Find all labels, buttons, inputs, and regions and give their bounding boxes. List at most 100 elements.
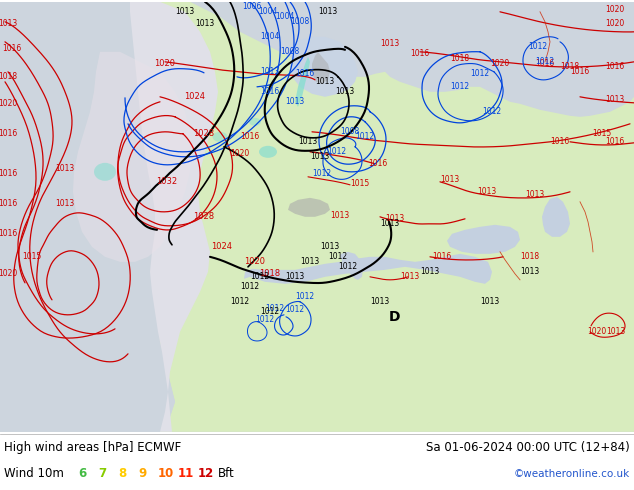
Text: ©weatheronline.co.uk: ©weatheronline.co.uk — [514, 469, 630, 479]
Text: 1016: 1016 — [0, 170, 18, 178]
Text: 1020: 1020 — [587, 327, 607, 336]
Text: 1020: 1020 — [0, 99, 18, 108]
Text: 1013: 1013 — [380, 220, 399, 228]
Polygon shape — [542, 197, 570, 237]
Text: 1016: 1016 — [571, 67, 590, 76]
Text: 1016: 1016 — [432, 252, 451, 261]
Text: 1006: 1006 — [242, 2, 262, 11]
Text: 1020: 1020 — [0, 270, 18, 278]
Text: 1013: 1013 — [605, 96, 624, 104]
Text: 1016: 1016 — [240, 132, 260, 141]
Text: 1013: 1013 — [318, 7, 338, 16]
Text: 1020: 1020 — [605, 19, 624, 28]
Text: 1012: 1012 — [285, 305, 304, 314]
Text: 1012: 1012 — [470, 69, 489, 78]
Text: 1012: 1012 — [250, 272, 269, 281]
Text: 1016: 1016 — [0, 199, 18, 208]
Polygon shape — [447, 225, 520, 254]
Text: 1016: 1016 — [605, 62, 624, 72]
Text: 9: 9 — [138, 467, 146, 480]
Text: 12: 12 — [198, 467, 214, 480]
Text: 1013: 1013 — [301, 257, 320, 267]
Text: 1004: 1004 — [275, 12, 295, 22]
Polygon shape — [0, 2, 175, 432]
Text: 1013: 1013 — [176, 7, 195, 16]
Text: 1013: 1013 — [311, 152, 330, 161]
Text: 1024: 1024 — [212, 243, 233, 251]
Text: 1012: 1012 — [313, 170, 332, 178]
Text: 1032: 1032 — [157, 177, 178, 186]
Text: 1015: 1015 — [351, 179, 370, 188]
Text: 1013: 1013 — [420, 268, 439, 276]
Text: 1018: 1018 — [521, 252, 540, 261]
Text: 1018: 1018 — [259, 270, 281, 278]
Text: 1015: 1015 — [22, 252, 42, 261]
Text: 1013: 1013 — [380, 39, 399, 49]
Text: 1012: 1012 — [450, 82, 470, 91]
Text: 1013: 1013 — [606, 327, 626, 336]
Polygon shape — [295, 57, 310, 107]
Text: 1012: 1012 — [256, 316, 275, 324]
Polygon shape — [0, 2, 175, 432]
Text: 1018: 1018 — [450, 54, 470, 63]
Text: 1013: 1013 — [401, 272, 420, 281]
Polygon shape — [288, 198, 330, 217]
Text: 1013: 1013 — [195, 19, 215, 28]
Text: 1013: 1013 — [0, 19, 18, 28]
Text: Wind 10m: Wind 10m — [4, 467, 64, 480]
Text: 1013: 1013 — [285, 272, 304, 281]
Text: D: D — [389, 310, 401, 324]
Text: 11: 11 — [178, 467, 194, 480]
Text: 6: 6 — [78, 467, 86, 480]
Polygon shape — [290, 37, 358, 97]
Text: 1015: 1015 — [592, 129, 612, 138]
Text: 1016: 1016 — [368, 159, 387, 169]
Text: 1013: 1013 — [261, 67, 280, 76]
Text: 1013: 1013 — [285, 98, 304, 106]
Text: 1008: 1008 — [290, 17, 309, 26]
Ellipse shape — [94, 163, 116, 181]
Text: 1013: 1013 — [521, 268, 540, 276]
Ellipse shape — [212, 132, 228, 142]
Text: 1013: 1013 — [299, 137, 318, 147]
Polygon shape — [312, 52, 330, 84]
Text: 1028: 1028 — [193, 212, 214, 221]
Text: 1016: 1016 — [0, 229, 18, 238]
Text: 1018: 1018 — [0, 73, 18, 81]
Text: 1013: 1013 — [481, 297, 500, 306]
Text: 1012: 1012 — [356, 132, 375, 141]
Text: 1016: 1016 — [550, 137, 569, 147]
Text: 1012: 1012 — [266, 304, 285, 313]
Text: 1008: 1008 — [280, 48, 300, 56]
Text: 1016: 1016 — [535, 59, 555, 68]
Text: 1012: 1012 — [327, 147, 347, 156]
Polygon shape — [0, 2, 634, 432]
Text: 1004: 1004 — [261, 32, 280, 41]
Text: 1013: 1013 — [385, 214, 404, 223]
Text: 1012: 1012 — [528, 42, 548, 51]
Text: 1013: 1013 — [477, 187, 496, 196]
Text: 1013: 1013 — [55, 199, 75, 208]
Text: 1016: 1016 — [3, 44, 22, 53]
Text: 1013: 1013 — [315, 77, 335, 86]
Text: 1020: 1020 — [490, 59, 510, 68]
Text: 1024: 1024 — [184, 92, 205, 101]
Text: 1012: 1012 — [240, 282, 259, 292]
Text: 1013: 1013 — [55, 164, 75, 173]
Text: 1018: 1018 — [560, 62, 579, 72]
Text: 8: 8 — [118, 467, 126, 480]
Text: 1013: 1013 — [335, 87, 354, 97]
Text: 1008: 1008 — [340, 127, 359, 136]
Text: 7: 7 — [98, 467, 106, 480]
Polygon shape — [340, 252, 363, 280]
Text: 1016: 1016 — [605, 137, 624, 147]
Text: 1013: 1013 — [320, 243, 340, 251]
Text: Sa 01-06-2024 00:00 UTC (12+84): Sa 01-06-2024 00:00 UTC (12+84) — [426, 441, 630, 454]
Text: 1020: 1020 — [605, 5, 624, 14]
Text: 1012: 1012 — [339, 262, 358, 271]
Text: 10: 10 — [158, 467, 174, 480]
Text: 1012: 1012 — [536, 57, 555, 66]
Text: 1013: 1013 — [441, 175, 460, 184]
Text: 1016: 1016 — [261, 87, 280, 97]
Ellipse shape — [259, 146, 277, 158]
